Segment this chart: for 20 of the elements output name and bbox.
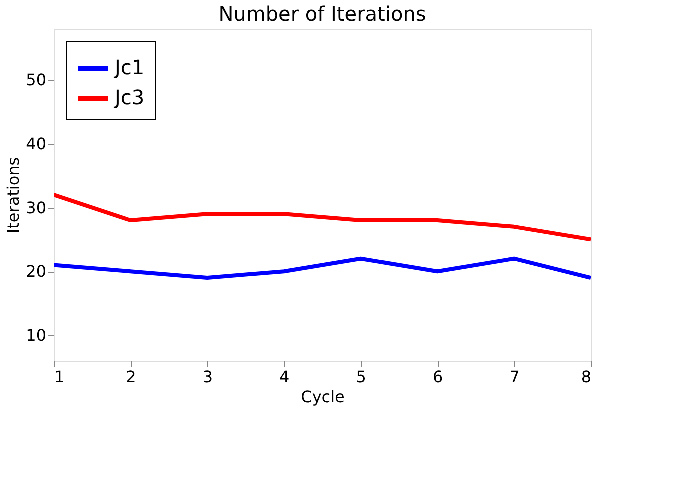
y-tick-label: 30	[26, 198, 46, 218]
y-tick-label: 40	[26, 134, 46, 154]
x-tick-label: 1	[54, 368, 65, 386]
x-tick-label: 2	[126, 368, 136, 386]
chart-title: Number of Iterations	[218, 2, 426, 26]
legend-label: Jc3	[113, 86, 145, 110]
y-tick-label: 10	[26, 326, 46, 345]
x-tick-label: 5	[356, 368, 366, 386]
y-tick-label: 50	[26, 70, 46, 90]
x-tick-label: 3	[202, 368, 214, 386]
line-series	[54, 256, 591, 280]
x-tick-label: 4	[280, 368, 290, 386]
line-series	[54, 193, 591, 242]
y-tick-label: 20	[26, 262, 46, 282]
x-axis-title: Cycle	[301, 388, 345, 406]
y-axis-title: Iterations	[4, 157, 24, 234]
x-tick-label: 8	[581, 368, 592, 386]
legend-label: Jc1	[113, 56, 145, 80]
x-tick-label: 6	[432, 368, 444, 386]
x-tick-label: 7	[510, 368, 520, 386]
